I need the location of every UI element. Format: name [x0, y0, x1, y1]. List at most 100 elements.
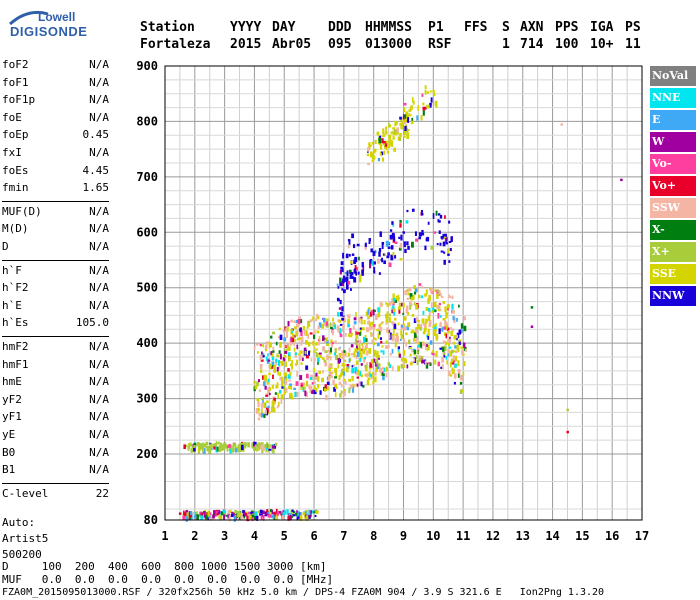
echo-mark: [381, 370, 385, 373]
echo-mark: [400, 122, 404, 129]
echo-mark: [263, 402, 266, 409]
echo-mark: [300, 386, 304, 390]
echo-mark: [298, 337, 301, 340]
echo-mark: [411, 329, 414, 334]
echo-mark: [344, 277, 346, 282]
param-key: h`F2: [2, 281, 29, 295]
echo-mark: [382, 321, 384, 324]
param-separator: [2, 200, 109, 202]
echo-mark: [341, 383, 343, 388]
echo-mark: [194, 512, 197, 515]
echo-mark: [257, 401, 260, 407]
echo-mark: [313, 357, 316, 362]
auto-line: Artist5: [2, 532, 49, 546]
legend-item-x-: X-: [650, 220, 696, 240]
echo-mark: [380, 321, 383, 325]
echo-mark: [386, 303, 389, 308]
param-key: foEs: [2, 163, 29, 177]
echo-mark: [430, 245, 434, 250]
echo-mark: [329, 356, 332, 361]
echo-mark: [385, 313, 387, 318]
echo-mark: [404, 326, 407, 331]
echo-mark: [439, 322, 442, 328]
echo-mark: [253, 447, 256, 452]
echo-mark: [288, 512, 292, 519]
echo-mark: [403, 357, 406, 364]
series-spread-f-layer: [253, 283, 467, 421]
echo-mark: [413, 358, 416, 362]
echo-mark: [214, 511, 218, 517]
echo-mark: [432, 213, 435, 219]
echo-mark: [374, 139, 377, 145]
echo-mark: [348, 253, 351, 257]
echo-mark: [363, 357, 366, 361]
echo-mark: [344, 390, 346, 397]
echo-mark: [379, 367, 383, 373]
echo-mark: [388, 313, 391, 316]
echo-mark: [425, 318, 428, 323]
echo-mark: [293, 347, 296, 352]
echo-mark: [368, 143, 371, 150]
param-key: h`F: [2, 263, 22, 277]
echo-mark: [427, 298, 430, 304]
echo-mark: [355, 271, 358, 276]
echo-mark: [334, 383, 338, 387]
echo-mark: [364, 373, 367, 377]
echo-mark: [416, 323, 420, 330]
echo-mark: [206, 512, 209, 515]
echo-mark: [380, 350, 383, 353]
echo-mark: [272, 331, 276, 335]
data-point: [447, 331, 450, 334]
echo-mark: [337, 312, 340, 317]
echo-mark: [265, 356, 268, 361]
echo-mark: [353, 259, 356, 264]
echo-mark: [200, 443, 203, 450]
echo-mark: [463, 316, 466, 321]
echo-mark: [373, 337, 376, 340]
param-row: yF1 N/A: [2, 410, 109, 428]
header-cell: DDD: [328, 20, 352, 35]
echo-mark: [445, 355, 448, 360]
echo-mark: [267, 353, 269, 357]
echo-mark: [455, 350, 458, 354]
echo-mark: [429, 287, 432, 291]
echo-mark: [457, 348, 460, 353]
echo-mark: [213, 510, 216, 517]
echo-mark: [281, 515, 285, 521]
echo-mark: [409, 304, 412, 310]
echo-mark: [385, 340, 388, 344]
header-cell: PPS: [555, 20, 579, 35]
echo-mark: [381, 345, 384, 348]
echo-mark: [344, 359, 347, 362]
echo-mark: [378, 307, 381, 313]
echo-mark: [285, 332, 288, 338]
echo-mark: [400, 234, 403, 241]
echo-mark: [396, 127, 399, 133]
echo-mark: [251, 516, 254, 522]
echo-mark: [207, 514, 210, 521]
echo-mark: [311, 382, 314, 385]
echo-mark: [447, 342, 450, 347]
echo-mark: [404, 290, 407, 296]
echo-mark: [387, 246, 391, 249]
echo-mark: [439, 347, 443, 350]
x-tick-label: 7: [340, 529, 347, 543]
echo-mark: [392, 298, 396, 302]
echo-mark: [443, 259, 446, 265]
echo-mark: [432, 324, 436, 328]
param-row: hmE N/A: [2, 375, 109, 393]
echo-mark: [190, 448, 193, 453]
echo-mark: [239, 444, 242, 448]
echo-mark: [357, 271, 360, 275]
echo-mark: [285, 327, 288, 333]
echo-mark: [274, 442, 278, 446]
echo-mark: [404, 125, 407, 132]
echo-mark: [271, 400, 275, 407]
echo-mark: [261, 510, 265, 515]
header-cell: Abr05: [272, 37, 312, 52]
echo-mark: [384, 126, 387, 131]
echo-mark: [278, 350, 281, 354]
echo-mark: [264, 402, 267, 408]
echo-mark: [217, 441, 220, 445]
echo-mark: [361, 327, 365, 331]
